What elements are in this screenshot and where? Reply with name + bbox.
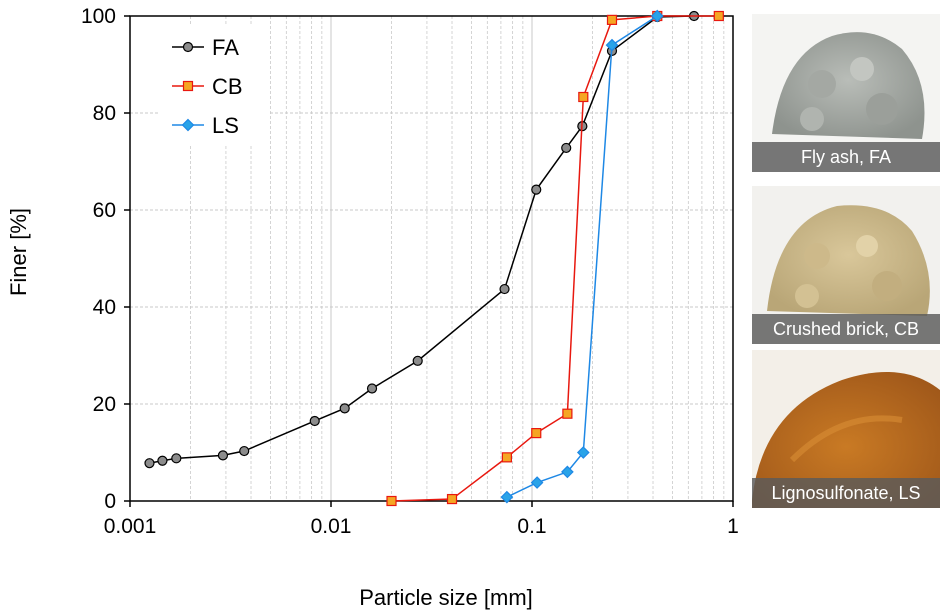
data-point-ls [605,38,619,52]
crushed-brick-caption: Crushed brick, CB [752,314,940,344]
x-tick-label: 0.001 [104,515,157,538]
series-cb [386,10,724,507]
data-point-cb [501,452,512,463]
y-tick-label: 40 [93,296,116,319]
legend-marker-cb [182,80,194,92]
fly-ash-photo: Fly ash, FA [752,14,940,172]
data-point-fa [157,455,168,466]
y-tick-label: 20 [93,393,116,416]
plot-frame [129,15,734,502]
tick-labels: 0.001 0.01 0.1 1 0 20 40 60 80 100 [81,5,739,538]
data-point-fa [171,453,182,464]
x-tick-label: 0.01 [311,515,352,538]
data-point-cb [578,91,589,103]
y-tick-label: 0 [104,490,116,513]
y-tick-label: 80 [93,102,116,125]
data-point-fa [531,184,542,195]
data-point-fa [217,450,229,461]
data-point-cb [606,14,618,25]
legend-background [160,24,270,144]
series-line-ls [506,15,658,498]
y-tick-label: 100 [81,5,116,28]
data-point-fa [366,383,378,394]
data-point-fa [561,142,572,154]
data-point-ls [530,476,544,489]
axes [124,15,734,507]
data-point-ls [500,490,514,504]
legend-label-cb: CB [212,74,243,99]
grid-lines [129,16,733,501]
data-point-fa [309,415,320,427]
data-point-cb [446,493,458,505]
x-axis-label: Particle size [mm] [359,585,533,610]
data-point-fa [144,458,155,469]
legend-label-ls: LS [212,113,239,138]
legend-marker-ls [181,118,195,132]
data-series [144,9,724,507]
lignosulfonate-caption: Lignosulfonate, LS [752,478,940,508]
crushed-brick-photo: Crushed brick, CB [752,186,940,344]
y-tick-label: 60 [93,199,116,222]
fly-ash-caption: Fly ash, FA [752,142,940,172]
x-tick-label: 1 [727,515,739,538]
data-point-cb [531,428,542,439]
series-fa [144,10,700,469]
data-point-fa [499,283,510,295]
data-point-ls [576,446,590,459]
data-point-cb [562,408,573,419]
legend: FA CB LS [160,24,270,144]
legend-label-fa: FA [212,35,239,60]
lignosulfonate-photo: Lignosulfonate, LS [752,350,940,508]
data-point-fa [412,355,423,366]
data-point-fa [239,445,250,457]
series-line-cb [391,15,719,502]
series-ls [500,9,664,504]
series-line-fa [149,15,695,464]
data-point-ls [561,465,574,479]
y-axis-label: Finer [%] [6,208,31,296]
data-point-fa [339,403,350,414]
data-point-ls [650,9,664,23]
legend-marker-fa [182,41,194,53]
data-point-cb [713,10,724,22]
data-point-cb [386,495,397,507]
x-tick-label: 0.1 [517,515,546,538]
